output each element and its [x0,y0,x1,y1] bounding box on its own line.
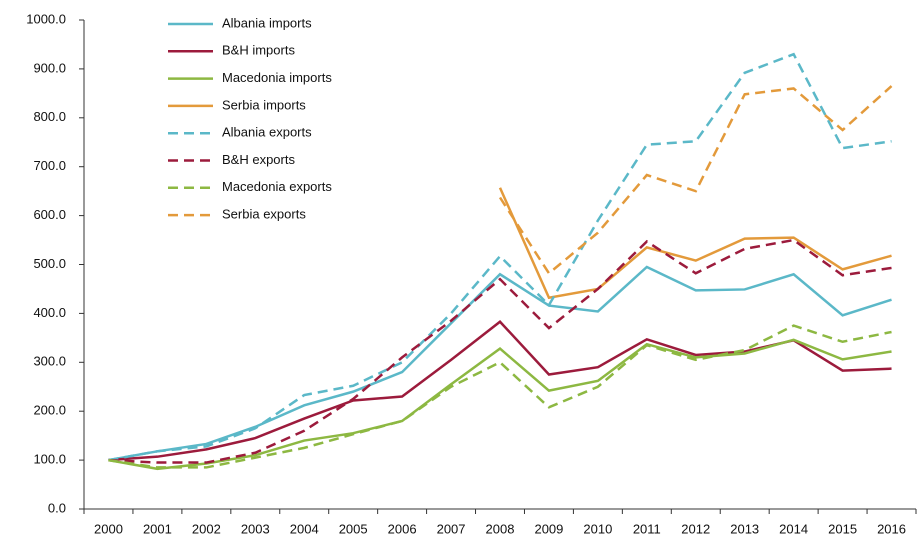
x-tick-label: 2013 [730,521,759,536]
legend-label: B&H imports [222,43,295,58]
y-tick-label: 200.0 [33,403,66,418]
legend-label: Serbia imports [222,97,306,112]
series-line [108,338,892,471]
x-tick-label: 2016 [877,521,906,536]
x-tick-label: 2000 [94,521,123,536]
legend-label: B&H exports [222,152,295,167]
legend-label: Albania exports [222,125,312,140]
y-tick-label: 600.0 [33,207,66,222]
y-tick-label: 300.0 [33,354,66,369]
legend-label: Macedonia exports [222,179,332,194]
x-tick-label: 2008 [486,521,515,536]
legend-label: Macedonia imports [222,70,332,85]
x-tick-label: 2010 [583,521,612,536]
x-tick-label: 2003 [241,521,270,536]
x-tick-label: 2002 [192,521,221,536]
x-tick-label: 2014 [779,521,808,536]
x-tick-label: 2005 [339,521,368,536]
x-tick-label: 2009 [534,521,563,536]
series-line [108,265,892,462]
series-line [108,324,892,469]
y-tick-label: 0.0 [48,500,66,515]
series-line [498,85,893,276]
x-tick-label: 2011 [633,521,661,536]
x-tick-label: 2001 [143,521,172,536]
series-line [498,187,892,300]
y-tick-label: 100.0 [33,452,66,467]
y-tick-label: 400.0 [33,305,66,320]
x-tick-label: 2012 [681,521,710,536]
legend-label: Albania imports [222,15,312,30]
x-tick-label: 2004 [290,521,319,536]
x-tick-label: 2015 [828,521,857,536]
legend-label: Serbia exports [222,207,306,222]
x-tick-label: 2007 [437,521,466,536]
y-tick-label: 700.0 [33,158,66,173]
y-tick-label: 1000.0 [26,11,66,26]
y-tick-label: 500.0 [33,256,66,271]
y-tick-label: 900.0 [33,60,66,75]
series-line [108,52,892,462]
series-line [108,238,892,464]
x-tick-label: 2006 [388,521,417,536]
y-tick-label: 800.0 [33,109,66,124]
